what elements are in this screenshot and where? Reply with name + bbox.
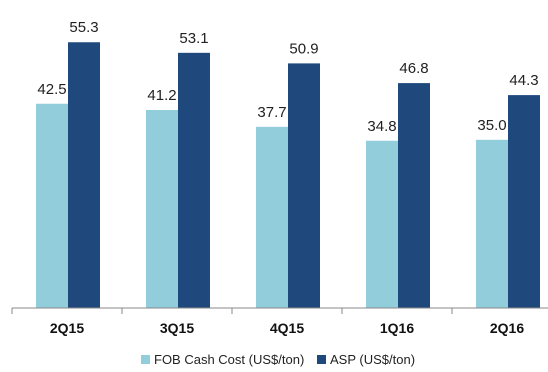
category-label-2q15: 2Q15: [50, 320, 84, 336]
data-label-asp-3q15: 53.1: [179, 30, 208, 47]
legend-swatch-fob-cash-cost: [141, 355, 150, 364]
legend: FOB Cash Cost (US$/ton) ASP (US$/ton): [141, 352, 415, 367]
data-label-fob-cash-cost-2q15: 42.5: [37, 81, 66, 98]
legend-label-fob-cash-cost: FOB Cash Cost (US$/ton): [154, 352, 304, 367]
bar-fob-cash-cost-3q15: [146, 110, 178, 308]
data-label-fob-cash-cost-4q15: 37.7: [257, 104, 286, 121]
bar-asp-2q15: [68, 42, 100, 309]
bar-asp-3q15: [178, 52, 210, 308]
legend-label-asp: ASP (US$/ton): [330, 352, 415, 367]
category-label-4q15: 4Q15: [270, 320, 304, 336]
x-axis-ticks: [11, 308, 453, 314]
value-labels-layer: 42.5 55.3 41.2 53.1 37.7 50.9 34.8 46.8 35.0 44.3: [37, 19, 538, 135]
bars-layer: [36, 42, 540, 309]
category-label-3q15: 3Q15: [160, 320, 194, 336]
category-label-1q16: 1Q16: [380, 320, 414, 336]
bar-fob-cash-cost-2q16: [476, 139, 508, 308]
legend-swatch-asp: [317, 355, 326, 364]
data-label-asp-2q16: 44.3: [509, 72, 538, 89]
data-label-asp-4q15: 50.9: [289, 40, 318, 57]
bar-fob-cash-cost-1q16: [366, 140, 398, 308]
data-label-asp-1q16: 46.8: [399, 60, 428, 77]
data-label-asp-2q15: 55.3: [69, 19, 98, 36]
category-label-2q16: 2Q16: [490, 320, 524, 336]
category-labels-layer: 2Q15 3Q15 4Q15 1Q16 2Q16: [50, 320, 524, 336]
bar-asp-2q16: [508, 95, 540, 308]
data-label-fob-cash-cost-1q16: 34.8: [367, 118, 396, 135]
bar-asp-1q16: [398, 83, 430, 309]
bar-fob-cash-cost-2q15: [36, 103, 68, 308]
bar-fob-cash-cost-4q15: [256, 126, 288, 308]
data-label-fob-cash-cost-3q15: 41.2: [147, 87, 176, 104]
data-label-fob-cash-cost-2q16: 35.0: [477, 117, 506, 134]
bar-asp-4q15: [288, 63, 320, 308]
